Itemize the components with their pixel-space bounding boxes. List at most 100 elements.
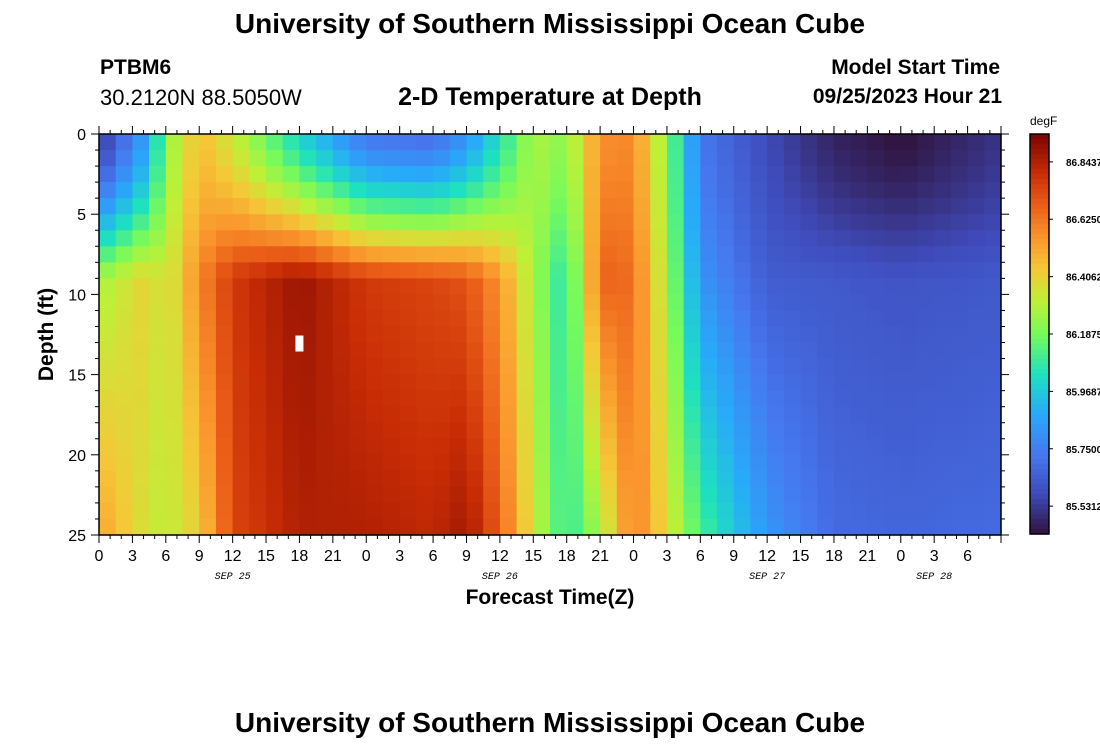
heatmap-cell xyxy=(550,438,568,456)
heatmap-cell xyxy=(249,374,267,392)
heatmap-cell xyxy=(249,326,267,344)
heatmap-cell xyxy=(666,310,685,328)
heatmap-cell xyxy=(616,374,635,392)
heatmap-cell xyxy=(165,166,184,183)
heatmap-cell xyxy=(850,422,868,440)
heatmap-cell xyxy=(182,326,200,344)
heatmap-cell xyxy=(232,150,250,167)
heatmap-cell xyxy=(583,486,601,504)
heatmap-cell xyxy=(266,182,284,199)
heatmap-cell xyxy=(115,150,133,167)
heatmap-cell xyxy=(182,198,200,215)
heatmap-cell xyxy=(449,406,468,424)
heatmap-cell xyxy=(900,390,919,408)
x-tick-label: 3 xyxy=(395,548,404,565)
x-tick-label: 15 xyxy=(257,548,275,565)
heatmap-cell xyxy=(950,342,969,360)
colorbar-segment xyxy=(1030,489,1049,495)
heatmap-cell xyxy=(917,502,935,520)
heatmap-cell xyxy=(416,262,434,279)
heatmap-cell xyxy=(666,454,685,472)
heatmap-cell xyxy=(449,326,468,344)
heatmap-cell xyxy=(600,502,618,520)
heatmap-cell xyxy=(366,518,384,536)
heatmap-cell xyxy=(884,182,902,199)
heatmap-cell xyxy=(583,310,601,328)
heatmap-cell xyxy=(833,294,852,312)
colorbar-segment xyxy=(1030,259,1049,265)
heatmap-cell xyxy=(750,230,768,247)
heatmap-cell xyxy=(550,406,568,424)
heatmap-cell xyxy=(833,166,852,183)
heatmap-cell xyxy=(884,438,902,456)
heatmap-cell xyxy=(149,310,167,328)
colorbar-segment xyxy=(1030,339,1049,345)
heatmap-cell xyxy=(950,166,969,183)
heatmap-cell xyxy=(683,134,701,151)
heatmap-cell xyxy=(232,486,250,504)
heatmap-cell xyxy=(499,166,518,183)
heatmap-cell xyxy=(282,278,301,295)
heatmap-cell xyxy=(666,150,685,167)
model-start-label: Model Start Time xyxy=(831,56,1000,79)
colorbar-segment xyxy=(1030,309,1049,315)
heatmap-cell xyxy=(917,310,935,328)
heatmap-cell xyxy=(550,198,568,215)
heatmap-cell xyxy=(349,422,367,440)
heatmap-cell xyxy=(449,198,468,215)
x-tick-label: 21 xyxy=(324,548,342,565)
x-tick-label: 9 xyxy=(195,548,204,565)
colorbar-segment xyxy=(1030,424,1049,430)
heatmap-cell xyxy=(149,486,167,504)
heatmap-cell xyxy=(533,438,551,456)
heatmap-cell xyxy=(733,326,752,344)
heatmap-cell xyxy=(717,230,735,247)
heatmap-cell xyxy=(934,278,952,295)
heatmap-cell xyxy=(199,278,217,295)
heatmap-cell xyxy=(466,294,484,312)
heatmap-cell xyxy=(249,502,267,520)
colorbar-segment xyxy=(1030,139,1049,145)
heatmap-cell xyxy=(917,262,935,279)
colorbar-segment xyxy=(1030,294,1049,300)
heatmap-cell xyxy=(616,502,635,520)
heatmap-cell xyxy=(466,470,484,488)
colorbar-segment xyxy=(1030,304,1049,310)
heatmap-cell xyxy=(199,438,217,456)
heatmap-cell xyxy=(917,390,935,408)
heatmap-cell xyxy=(800,422,818,440)
heatmap-cell xyxy=(282,454,301,472)
heatmap-cell xyxy=(115,358,133,376)
heatmap-cell xyxy=(867,502,885,520)
heatmap-cell xyxy=(182,422,200,440)
heatmap-cell xyxy=(182,438,200,456)
heatmap-cell xyxy=(416,134,434,151)
heatmap-cell xyxy=(550,278,568,295)
heatmap-cell xyxy=(499,262,518,279)
heatmap-cell xyxy=(349,310,367,328)
heatmap-cell xyxy=(750,502,768,520)
heatmap-cell xyxy=(499,390,518,408)
heatmap-cell xyxy=(750,326,768,344)
heatmap-cell xyxy=(316,166,334,183)
heatmap-cell xyxy=(917,230,935,247)
heatmap-cell xyxy=(700,406,718,424)
heatmap-cell xyxy=(867,182,885,199)
heatmap-cell xyxy=(633,150,651,167)
heatmap-cell xyxy=(366,230,384,247)
heatmap-cell xyxy=(700,486,718,504)
heatmap-cell xyxy=(533,310,551,328)
heatmap-cell xyxy=(867,294,885,312)
heatmap-cell xyxy=(783,518,802,536)
heatmap-cell xyxy=(466,502,484,520)
heatmap-cell xyxy=(232,230,250,247)
heatmap-cell xyxy=(600,470,618,488)
heatmap-cell xyxy=(316,150,334,167)
heatmap-cell xyxy=(382,422,401,440)
heatmap-cell xyxy=(282,358,301,376)
heatmap-cell xyxy=(950,326,969,344)
heatmap-cell xyxy=(717,374,735,392)
heatmap-cell xyxy=(717,214,735,231)
colorbar-segment xyxy=(1030,529,1049,535)
heatmap-cell xyxy=(332,198,351,215)
